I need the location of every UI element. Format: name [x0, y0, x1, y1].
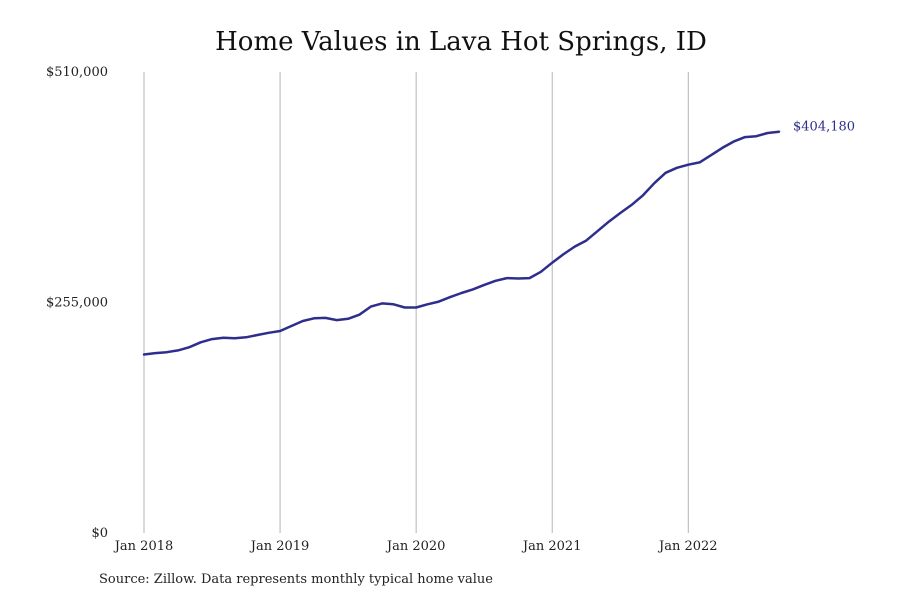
x-tick-label: Jan 2019	[249, 539, 310, 554]
data-labels: $404,180	[793, 120, 855, 135]
chart-title: Home Values in Lava Hot Springs, ID	[215, 27, 707, 57]
y-tick-label: $510,000	[46, 65, 108, 80]
series-layer	[142, 130, 781, 356]
end-value-label: $404,180	[793, 120, 855, 135]
y-tick-label: $255,000	[46, 296, 108, 311]
x-tick-label: Jan 2021	[521, 539, 582, 554]
grid-lines	[143, 72, 689, 533]
x-axis-ticks: Jan 2018 Jan 2019 Jan 2020 Jan 2021 Jan 2022	[113, 539, 718, 554]
x-tick-label: Jan 2018	[113, 539, 174, 554]
x-tick-label: Jan 2022	[657, 539, 718, 554]
source-note: Source: Zillow. Data represents monthly …	[99, 572, 493, 587]
y-axis-ticks: $0 $255,000 $510,000	[46, 65, 108, 541]
series-line	[142, 130, 781, 356]
x-tick-label: Jan 2020	[385, 539, 446, 554]
y-tick-label: $0	[91, 526, 108, 541]
